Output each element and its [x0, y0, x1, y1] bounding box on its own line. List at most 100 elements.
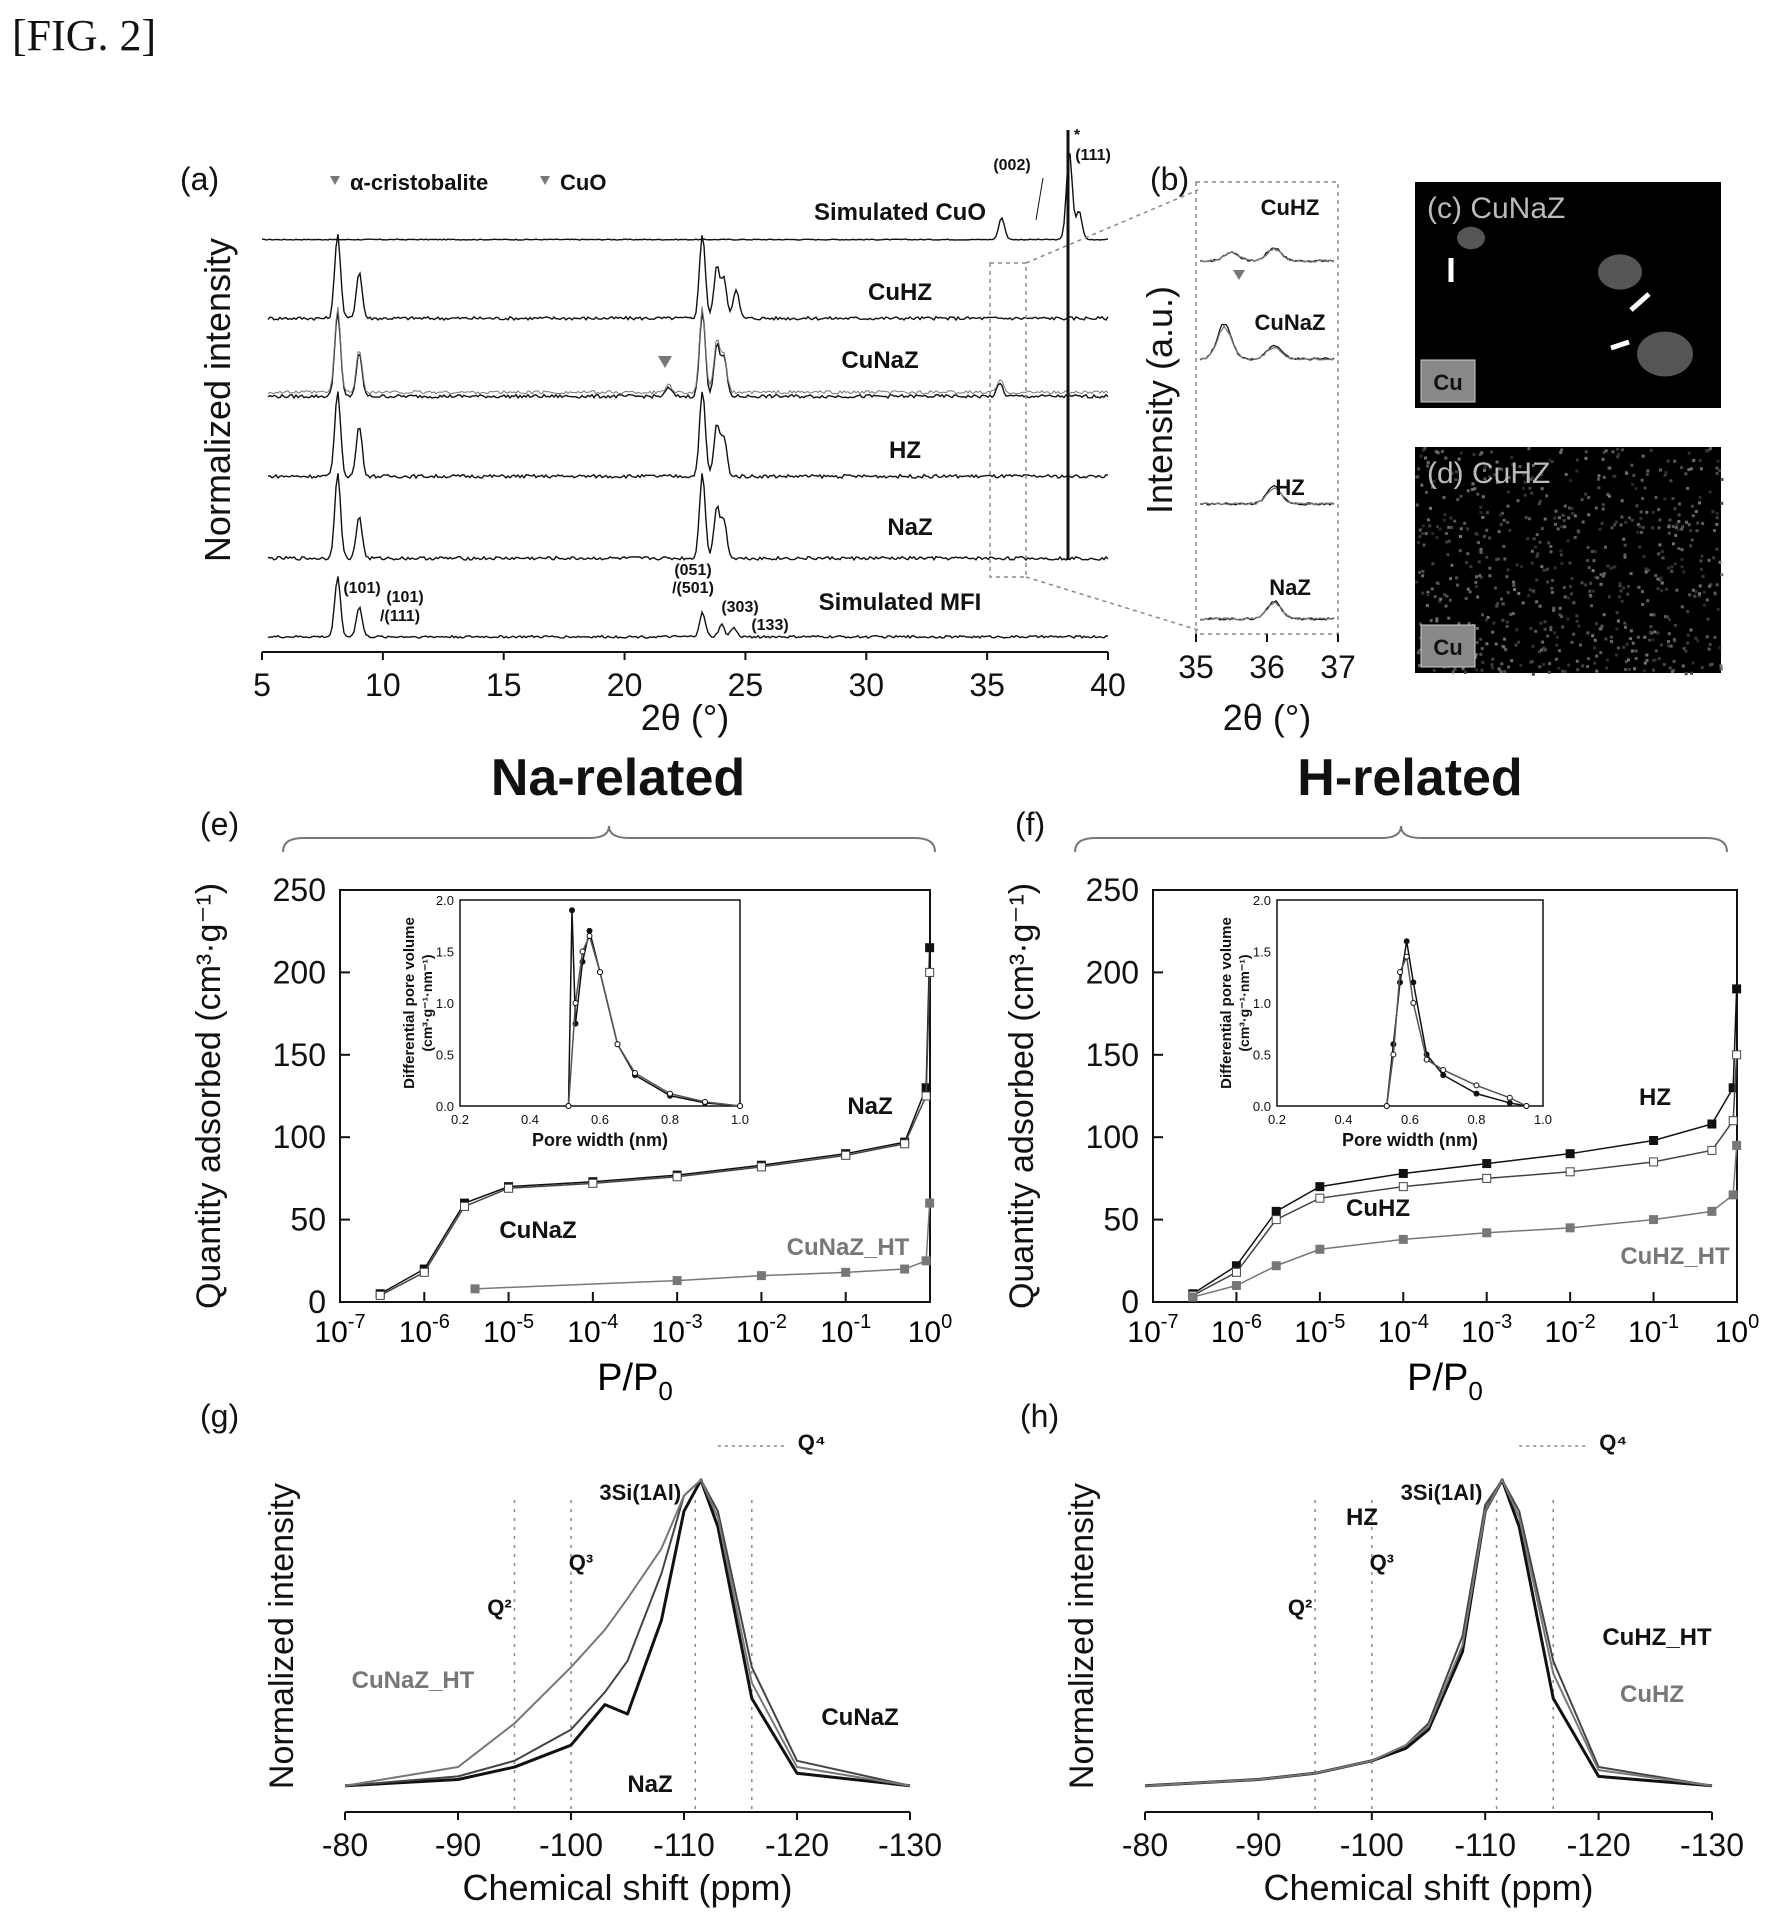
micro-d-noise [1449, 516, 1453, 520]
micro-d-noise [1697, 592, 1701, 596]
micro-d-noise [1493, 586, 1497, 590]
micro-d-noise [1439, 597, 1443, 601]
f-xtick-label: 10-4 [1378, 1311, 1429, 1349]
micro-d-noise [1526, 537, 1530, 541]
micro-d-noise [1546, 634, 1550, 638]
micro-d-noise [1571, 511, 1575, 515]
f-x-title: P/P0 [1407, 1357, 1483, 1406]
f-point-cuhz [1732, 1050, 1742, 1060]
f-point-cuhz_ht [1732, 1140, 1742, 1150]
micro-d-noise [1672, 659, 1676, 663]
micro-d-noise [1675, 522, 1679, 526]
micro-d-noise [1448, 598, 1452, 602]
micro-d-noise [1715, 547, 1719, 551]
micro-d-noise [1507, 665, 1511, 669]
micro-d-noise [1480, 646, 1484, 650]
micro-d-noise [1614, 653, 1618, 657]
h-ref-label: Q⁴ [1599, 1430, 1627, 1455]
micro-d-noise [1673, 639, 1677, 643]
xrd-tick-label: 40 [1090, 667, 1126, 703]
micro-d-noise [1431, 562, 1435, 566]
g-x-title: Chemical shift (ppm) [462, 1867, 792, 1908]
micro-d-noise [1492, 473, 1496, 477]
micro-d-noise [1712, 556, 1716, 560]
micro-d-noise [1684, 649, 1688, 653]
micro-d-noise [1629, 637, 1633, 641]
xrd-annotation: * [1074, 127, 1081, 144]
micro-c-arrow [1629, 292, 1651, 312]
e-point-cunaz_ht [841, 1267, 851, 1277]
micro-d-noise [1543, 517, 1547, 521]
micro-d-noise [1611, 450, 1615, 454]
micro-d-noise [1645, 658, 1649, 662]
micro-d-noise [1506, 568, 1510, 572]
legend-cristobalite-marker [330, 176, 340, 185]
micro-d-noise [1715, 522, 1719, 526]
micro-d-noise [1463, 670, 1467, 674]
micro-c-title: (c) CuNaZ [1427, 192, 1565, 225]
micro-d-noise [1591, 569, 1595, 573]
xrd-trace-cuhz [267, 234, 1109, 322]
micro-d-noise [1673, 562, 1677, 566]
micro-d-noise [1538, 665, 1542, 669]
micro-d-noise [1678, 502, 1682, 506]
micro-d-noise [1459, 494, 1463, 498]
micro-d-noise [1415, 475, 1419, 479]
micro-d-noise [1615, 627, 1619, 631]
h-label-cuhz_ht: CuHZ_HT [1602, 1624, 1712, 1651]
micro-d-noise [1584, 492, 1588, 496]
e-point-naz [925, 943, 935, 953]
micro-d-noise [1529, 627, 1533, 631]
micro-d-noise [1651, 510, 1655, 514]
micro-c-particle [1637, 331, 1693, 377]
micro-d-noise [1643, 486, 1647, 490]
micro-d-noise [1622, 645, 1626, 649]
zoom-y-title: Intensity (a.u.) [1139, 286, 1180, 514]
micro-d-noise [1475, 575, 1479, 579]
micro-d-noise [1673, 459, 1677, 463]
g-series-cunaz [344, 1479, 911, 1787]
micro-d-noise [1538, 604, 1542, 608]
micro-d-noise [1479, 637, 1483, 641]
xrd-annotation: (101) [386, 589, 423, 606]
micro-d-noise [1600, 521, 1604, 525]
micro-d-noise [1711, 510, 1715, 514]
micro-d-noise [1656, 587, 1660, 591]
xrd-annotation: (101) [343, 580, 380, 597]
micro-d-noise [1506, 591, 1510, 595]
micro-d-noise [1442, 496, 1446, 500]
micro-d-noise [1559, 615, 1563, 619]
micro-d-noise [1691, 661, 1695, 665]
micro-d-noise [1719, 667, 1723, 671]
micro-d-noise [1591, 634, 1595, 638]
micro-d-noise [1575, 458, 1579, 462]
f-inset-ytick: 0.0 [1253, 1099, 1271, 1114]
micro-d-noise [1553, 522, 1557, 526]
micro-d-noise [1720, 573, 1724, 577]
g-label-cunaz_ht: CuNaZ_HT [352, 1667, 475, 1694]
micro-d-noise [1696, 639, 1700, 643]
micro-d-noise [1496, 602, 1500, 606]
xrd-cristobalite-marker [658, 356, 672, 368]
h-xtick-label: -110 [1454, 1827, 1516, 1863]
micro-d-noise [1567, 663, 1571, 667]
micro-d-noise [1670, 670, 1674, 674]
e-ytick-label: 0 [308, 1284, 326, 1320]
f-point-cuhz [1565, 1167, 1575, 1177]
micro-d-noise [1557, 516, 1561, 520]
micro-d-noise [1517, 640, 1521, 644]
micro-d-noise [1499, 597, 1503, 601]
xrd-zoom-guide-top [1025, 189, 1199, 264]
micro-d-noise [1448, 577, 1452, 581]
micro-d-noise [1718, 469, 1722, 473]
h-xtick-label: -100 [1340, 1827, 1404, 1863]
micro-d-noise [1684, 520, 1688, 524]
e-inset-frame [459, 899, 741, 1107]
micro-d-noise [1595, 654, 1599, 658]
xrd-annotation: (002) [993, 157, 1030, 174]
micro-d-noise [1551, 578, 1555, 582]
micro-d-noise [1576, 668, 1580, 672]
micro-d-noise [1594, 622, 1598, 626]
micro-d-noise [1531, 644, 1535, 648]
micro-d-noise [1644, 567, 1648, 571]
